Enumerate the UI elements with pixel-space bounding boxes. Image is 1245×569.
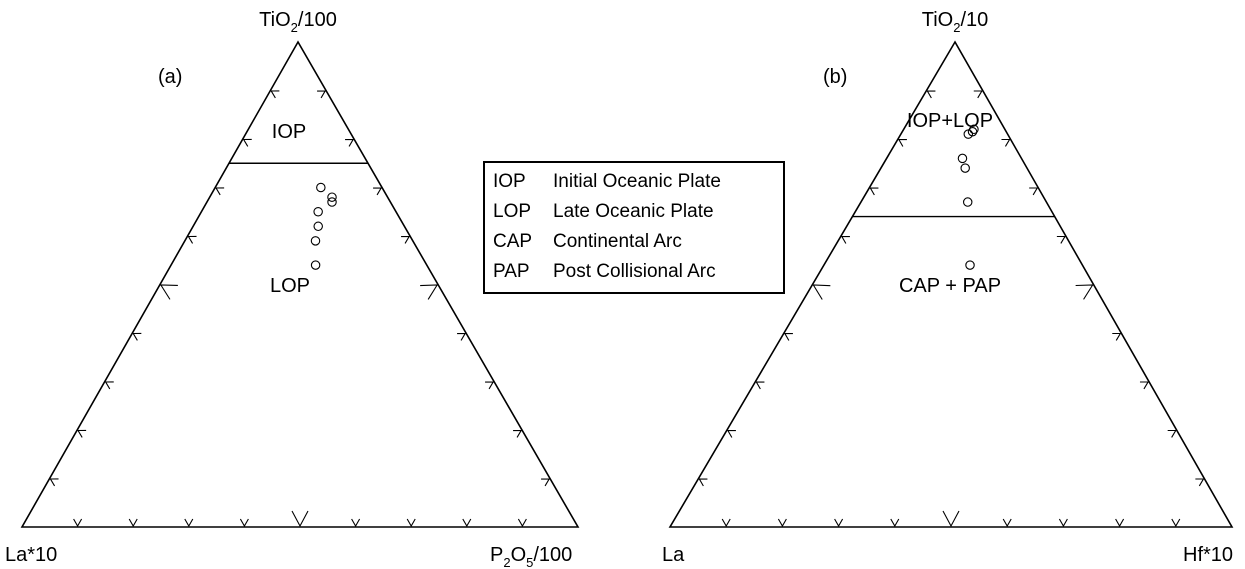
sample-point xyxy=(327,197,337,207)
tick-mark xyxy=(317,90,327,99)
sample-point xyxy=(963,129,974,139)
tick-mark xyxy=(783,332,793,341)
legend-box: IOP Initial Oceanic Plate LOP Late Ocean… xyxy=(483,161,785,294)
sample-point xyxy=(327,192,337,202)
tick-mark xyxy=(77,429,87,438)
tick-mark xyxy=(401,235,411,244)
tick-mark xyxy=(890,518,900,528)
tick-mark xyxy=(1112,332,1122,341)
sample-point xyxy=(313,207,323,217)
legend-text: Continental Arc xyxy=(553,231,682,252)
tick-mark xyxy=(1001,138,1011,147)
panel-label-a: (a) xyxy=(158,66,182,88)
apex-top-label-b: TiO2/10 xyxy=(922,9,989,35)
tick-mark xyxy=(1115,518,1125,528)
tick-mark xyxy=(812,284,831,300)
tick-mark xyxy=(239,518,249,528)
tick-mark xyxy=(1029,187,1039,196)
tick-mark xyxy=(1056,235,1066,244)
sample-point xyxy=(313,221,323,232)
tick-mark xyxy=(1139,381,1149,390)
tick-mark xyxy=(291,510,309,528)
tick-mark xyxy=(1195,478,1205,487)
ternary-panel-b: TiO2/10 La Hf*10 (b) IOP+LOP CAP + PAP xyxy=(662,9,1234,566)
tick-mark xyxy=(345,138,355,147)
tick-mark xyxy=(351,518,361,528)
tick-mark xyxy=(777,518,787,528)
legend-abbr: PAP xyxy=(493,261,530,282)
tick-mark xyxy=(104,381,114,390)
apex-left-label-a: La*10 xyxy=(5,544,57,566)
tick-mark xyxy=(973,90,983,99)
tick-mark xyxy=(49,478,59,487)
tick-mark xyxy=(942,510,960,528)
data-points-a xyxy=(310,182,337,270)
panel-label-b: (b) xyxy=(823,66,847,88)
legend-abbr: LOP xyxy=(493,201,532,222)
tick-mark xyxy=(462,518,472,528)
sample-point xyxy=(965,260,975,270)
tick-mark xyxy=(184,518,194,528)
tick-mark xyxy=(215,187,225,196)
legend-row-pap: PAP Post Collisional Arc xyxy=(493,257,783,287)
tick-mark xyxy=(187,235,197,244)
data-points-b xyxy=(957,124,979,270)
field-label-cap-pap: CAP + PAP xyxy=(899,275,1001,297)
tick-mark xyxy=(755,381,765,390)
tick-mark xyxy=(698,478,708,487)
sample-point xyxy=(957,153,968,164)
tick-marks-b xyxy=(698,90,1205,528)
legend-row-lop: LOP Late Oceanic Plate xyxy=(493,197,783,227)
sample-point xyxy=(310,236,321,246)
legend-row-cap: CAP Continental Arc xyxy=(493,227,783,257)
ternary-panel-a: TiO2/100 La*10 P2O5/100 (a) IOP LOP xyxy=(5,9,580,569)
sample-point xyxy=(962,197,973,207)
tick-mark xyxy=(132,332,142,341)
tick-mark xyxy=(485,381,495,390)
sample-point xyxy=(316,182,326,193)
tick-mark xyxy=(1002,518,1012,528)
field-label-iop-lop: IOP+LOP xyxy=(907,110,993,132)
tick-mark xyxy=(840,235,850,244)
tick-mark xyxy=(457,332,467,341)
tick-mark xyxy=(541,478,551,487)
tick-mark xyxy=(1171,518,1181,528)
legend-abbr: CAP xyxy=(493,231,533,252)
tick-mark xyxy=(406,518,416,528)
field-label-iop: IOP xyxy=(272,121,306,143)
tick-mark xyxy=(1058,518,1068,528)
tick-mark xyxy=(897,138,907,147)
apex-top-label-a: TiO2/100 xyxy=(259,9,337,35)
tick-mark xyxy=(869,187,879,196)
tick-marks-a xyxy=(49,90,551,528)
tick-mark xyxy=(420,284,439,300)
sample-point xyxy=(310,260,321,270)
tick-mark xyxy=(721,518,731,528)
sample-point xyxy=(960,163,970,173)
sample-point xyxy=(969,124,979,135)
tick-mark xyxy=(926,90,936,99)
tick-mark xyxy=(834,518,844,528)
legend-abbr: IOP xyxy=(493,171,526,192)
tick-mark xyxy=(726,429,736,438)
apex-left-label-b: La xyxy=(662,544,685,566)
tick-mark xyxy=(270,90,280,99)
tick-mark xyxy=(73,518,83,528)
tick-mark xyxy=(513,429,523,438)
tick-mark xyxy=(517,518,527,528)
legend-row-iop: IOP Initial Oceanic Plate xyxy=(493,167,783,197)
tick-mark xyxy=(1075,284,1094,300)
field-label-lop: LOP xyxy=(270,275,310,297)
tick-mark xyxy=(128,518,138,528)
apex-right-label-a: P2O5/100 xyxy=(490,544,572,569)
tick-mark xyxy=(373,187,383,196)
tick-mark xyxy=(1167,429,1177,438)
tick-mark xyxy=(159,284,178,300)
legend-text: Late Oceanic Plate xyxy=(553,201,714,222)
tick-mark xyxy=(242,138,252,147)
legend-text: Initial Oceanic Plate xyxy=(553,171,721,192)
legend-text: Post Collisional Arc xyxy=(553,261,716,282)
apex-right-label-b: Hf*10 xyxy=(1183,544,1233,566)
